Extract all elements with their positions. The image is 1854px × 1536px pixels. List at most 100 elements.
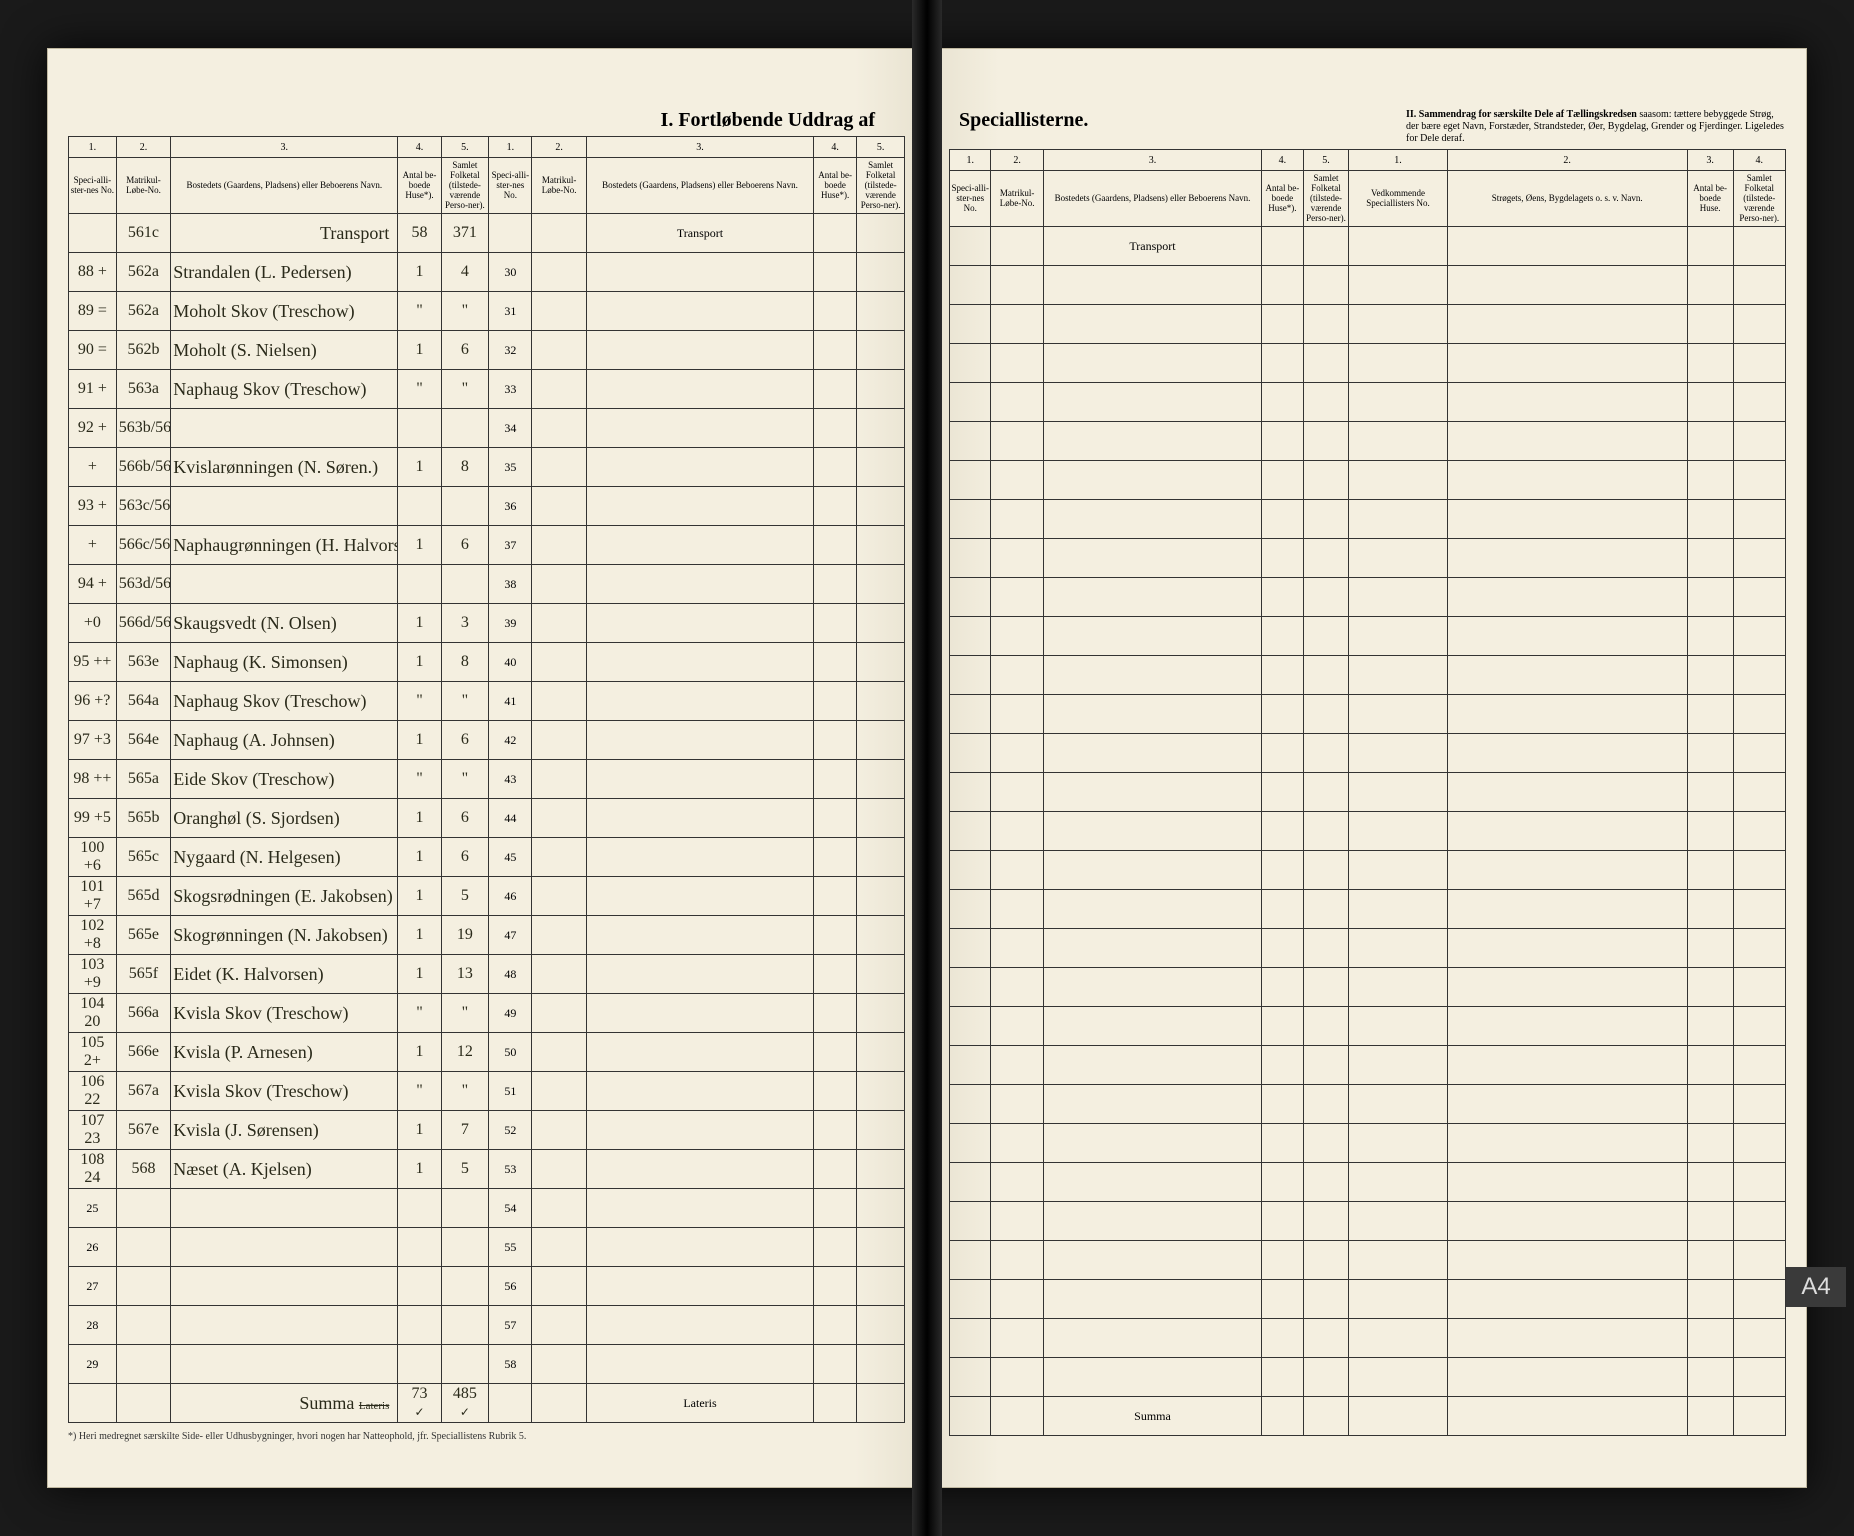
col-number: 3. bbox=[1043, 150, 1261, 171]
ledger-row: 95 ++563eNaphaug (K. Simonsen)1840 bbox=[69, 643, 905, 682]
section2-bold: II. Sammendrag for særskilte Dele af Tæl… bbox=[1406, 109, 1637, 120]
col-header: Samlet Folketal (tilstede-værende Perso-… bbox=[1303, 171, 1349, 227]
ledger-row: 98 ++565aEide Skov (Treschow)""43 bbox=[69, 760, 905, 799]
ledger-row bbox=[950, 305, 1786, 344]
ledger-row bbox=[950, 929, 1786, 968]
right-table-body: TransportSumma bbox=[950, 227, 1786, 1436]
col-header: Matrikul-Løbe-No. bbox=[532, 158, 587, 214]
col-number: 5. bbox=[441, 137, 489, 158]
col-header: Speci-alli-ster-nes No. bbox=[489, 158, 532, 214]
col-header: Speci-alli-ster-nes No. bbox=[69, 158, 117, 214]
col-header: Bostedets (Gaardens, Pladsens) eller Beb… bbox=[1043, 171, 1261, 227]
ledger-row: 90 =562bMoholt (S. Nielsen)1632 bbox=[69, 331, 905, 370]
col-number: 4. bbox=[814, 137, 857, 158]
col-header: Antal be-boede Huse. bbox=[1687, 171, 1733, 227]
col-number: 4. bbox=[1733, 150, 1785, 171]
ledger-row bbox=[950, 422, 1786, 461]
ledger-row bbox=[950, 890, 1786, 929]
ledger-row: +0566d/567dSkaugsvedt (N. Olsen)1339 bbox=[69, 604, 905, 643]
left-table-head: 1.2.3.4.5.1.2.3.4.5. Speci-alli-ster-nes… bbox=[69, 137, 905, 214]
ledger-row bbox=[950, 1085, 1786, 1124]
left-page: I. Fortløbende Uddrag af 1.2.3.4.5.1.2.3… bbox=[47, 48, 927, 1488]
col-header: Bostedets (Gaardens, Pladsens) eller Beb… bbox=[586, 158, 813, 214]
col-number: 2. bbox=[532, 137, 587, 158]
ledger-row bbox=[950, 851, 1786, 890]
book-spread: I. Fortløbende Uddrag af 1.2.3.4.5.1.2.3… bbox=[0, 0, 1854, 1536]
ledger-row bbox=[950, 1241, 1786, 1280]
col-header: Samlet Folketal (tilstede-værende Perso-… bbox=[857, 158, 905, 214]
left-page-title: I. Fortløbende Uddrag af bbox=[68, 109, 905, 132]
right-title-section2: II. Sammendrag for særskilte Dele af Tæl… bbox=[1406, 109, 1786, 145]
col-number: 1. bbox=[950, 150, 991, 171]
ledger-row bbox=[950, 1319, 1786, 1358]
col-number: 4. bbox=[1262, 150, 1303, 171]
ledger-row bbox=[950, 266, 1786, 305]
col-header: Antal be-boede Huse*). bbox=[398, 158, 441, 214]
left-ledger-table: 1.2.3.4.5.1.2.3.4.5. Speci-alli-ster-nes… bbox=[68, 136, 905, 1423]
footnote: *) Heri medregnet særskilte Side- eller … bbox=[68, 1431, 905, 1442]
ledger-row: 96 +?564aNaphaug Skov (Treschow)""41 bbox=[69, 682, 905, 721]
ledger-row: 100 +6565cNygaard (N. Helgesen)1645 bbox=[69, 838, 905, 877]
col-header: Matrikul-Løbe-No. bbox=[991, 171, 1043, 227]
ledger-row bbox=[950, 578, 1786, 617]
col-header: Antal be-boede Huse*). bbox=[1262, 171, 1303, 227]
ledger-row bbox=[950, 1163, 1786, 1202]
right-page-title: Speciallisterne. II. Sammendrag for særs… bbox=[949, 109, 1786, 145]
right-ledger-table: 1.2.3.4.5.1.2.3.4. Speci-alli-ster-nes N… bbox=[949, 149, 1786, 1436]
ledger-row: 94 +563d/564d38 bbox=[69, 565, 905, 604]
ledger-row bbox=[950, 500, 1786, 539]
col-header: Antal be-boede Huse*). bbox=[814, 158, 857, 214]
ledger-row bbox=[950, 1124, 1786, 1163]
right-title-continuation: Speciallisterne. bbox=[959, 109, 1088, 132]
ledger-row bbox=[950, 1358, 1786, 1397]
ledger-row bbox=[950, 383, 1786, 422]
ledger-row: 101 +7565dSkogsrødningen (E. Jakobsen)15… bbox=[69, 877, 905, 916]
col-number: 2. bbox=[991, 150, 1043, 171]
ledger-row: 88 +562aStrandalen (L. Pedersen)1430 bbox=[69, 253, 905, 292]
ledger-row bbox=[950, 344, 1786, 383]
transport-row: Transport bbox=[950, 227, 1786, 266]
right-page: Speciallisterne. II. Sammendrag for særs… bbox=[927, 48, 1807, 1488]
ledger-row bbox=[950, 1007, 1786, 1046]
col-number: 5. bbox=[857, 137, 905, 158]
col-number: 3. bbox=[1687, 150, 1733, 171]
col-number: 2. bbox=[116, 137, 171, 158]
col-number: 3. bbox=[171, 137, 398, 158]
side-tab-label: A4 bbox=[1786, 1267, 1846, 1307]
ledger-row: 2655 bbox=[69, 1228, 905, 1267]
col-number: 1. bbox=[1349, 150, 1447, 171]
ledger-row: 2554 bbox=[69, 1189, 905, 1228]
transport-row: 561cTransport58371Transport bbox=[69, 214, 905, 253]
ledger-row: 104 20566aKvisla Skov (Treschow)""49 bbox=[69, 994, 905, 1033]
col-header: Bostedets (Gaardens, Pladsens) eller Beb… bbox=[171, 158, 398, 214]
ledger-row: 92 +563b/564b34 bbox=[69, 409, 905, 448]
ledger-row: 91 +563aNaphaug Skov (Treschow)""33 bbox=[69, 370, 905, 409]
ledger-row: 105 2+566eKvisla (P. Arnesen)11250 bbox=[69, 1033, 905, 1072]
col-header: Strøgets, Øens, Bygdelagets o. s. v. Nav… bbox=[1447, 171, 1687, 227]
ledger-row: 108 24568Næset (A. Kjelsen)1553 bbox=[69, 1150, 905, 1189]
left-table-body: 561cTransport58371Transport88 +562aStran… bbox=[69, 214, 905, 1423]
col-number: 4. bbox=[398, 137, 441, 158]
ledger-row bbox=[950, 1046, 1786, 1085]
ledger-row: +566b/567bKvislarønningen (N. Søren.)183… bbox=[69, 448, 905, 487]
right-table-head: 1.2.3.4.5.1.2.3.4. Speci-alli-ster-nes N… bbox=[950, 150, 1786, 227]
ledger-row: 106 22567aKvisla Skov (Treschow)""51 bbox=[69, 1072, 905, 1111]
col-header: Samlet Folketal (tilstede-værende Perso-… bbox=[441, 158, 489, 214]
ledger-row bbox=[950, 734, 1786, 773]
col-header: Vedkommende Speciallisters No. bbox=[1349, 171, 1447, 227]
ledger-row: 89 =562aMoholt Skov (Treschow)""31 bbox=[69, 292, 905, 331]
ledger-row bbox=[950, 695, 1786, 734]
ledger-row: 2958 bbox=[69, 1345, 905, 1384]
ledger-row: 2756 bbox=[69, 1267, 905, 1306]
ledger-row: 2857 bbox=[69, 1306, 905, 1345]
col-number: 3. bbox=[586, 137, 813, 158]
summa-row: Summa Lateris73✓485✓Lateris bbox=[69, 1384, 905, 1423]
col-header: Matrikul-Løbe-No. bbox=[116, 158, 171, 214]
col-number: 1. bbox=[489, 137, 532, 158]
ledger-row: 93 +563c/564c36 bbox=[69, 487, 905, 526]
ledger-row bbox=[950, 656, 1786, 695]
ledger-row bbox=[950, 1202, 1786, 1241]
ledger-row bbox=[950, 461, 1786, 500]
ledger-row: 97 +3564eNaphaug (A. Johnsen)1642 bbox=[69, 721, 905, 760]
ledger-row: 99 +5565bOranghøl (S. Sjordsen)1644 bbox=[69, 799, 905, 838]
